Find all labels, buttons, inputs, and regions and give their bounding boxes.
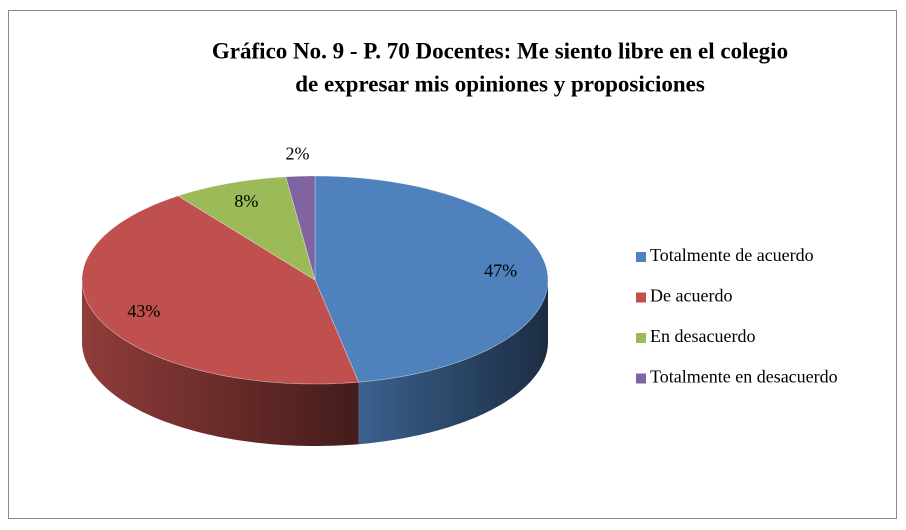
pie-slice bbox=[81, 195, 360, 385]
data-label: 43% bbox=[127, 301, 160, 321]
data-label: 2% bbox=[285, 144, 309, 164]
pie-side bbox=[82, 280, 359, 446]
legend-swatch bbox=[636, 333, 646, 343]
data-label: 8% bbox=[234, 191, 258, 211]
data-label: 47% bbox=[484, 260, 517, 280]
legend-label: En desacuerdo bbox=[650, 326, 755, 346]
pie-slice bbox=[285, 175, 316, 281]
legend-label: De acuerdo bbox=[650, 286, 732, 306]
legend-label: Totalmente en desacuerdo bbox=[650, 367, 838, 387]
legend-swatch bbox=[636, 373, 646, 384]
legend-swatch bbox=[636, 252, 646, 262]
chart-title: de expresar mis opiniones y proposicione… bbox=[295, 71, 705, 96]
pie-side bbox=[358, 280, 548, 445]
pie-slice bbox=[177, 176, 316, 281]
legend-label: Totalmente de acuerdo bbox=[650, 245, 814, 265]
pie-slice bbox=[314, 175, 549, 383]
legend-swatch bbox=[636, 292, 646, 303]
chart-title: Gráfico No. 9 - P. 70 Docentes: Me sient… bbox=[212, 38, 788, 63]
